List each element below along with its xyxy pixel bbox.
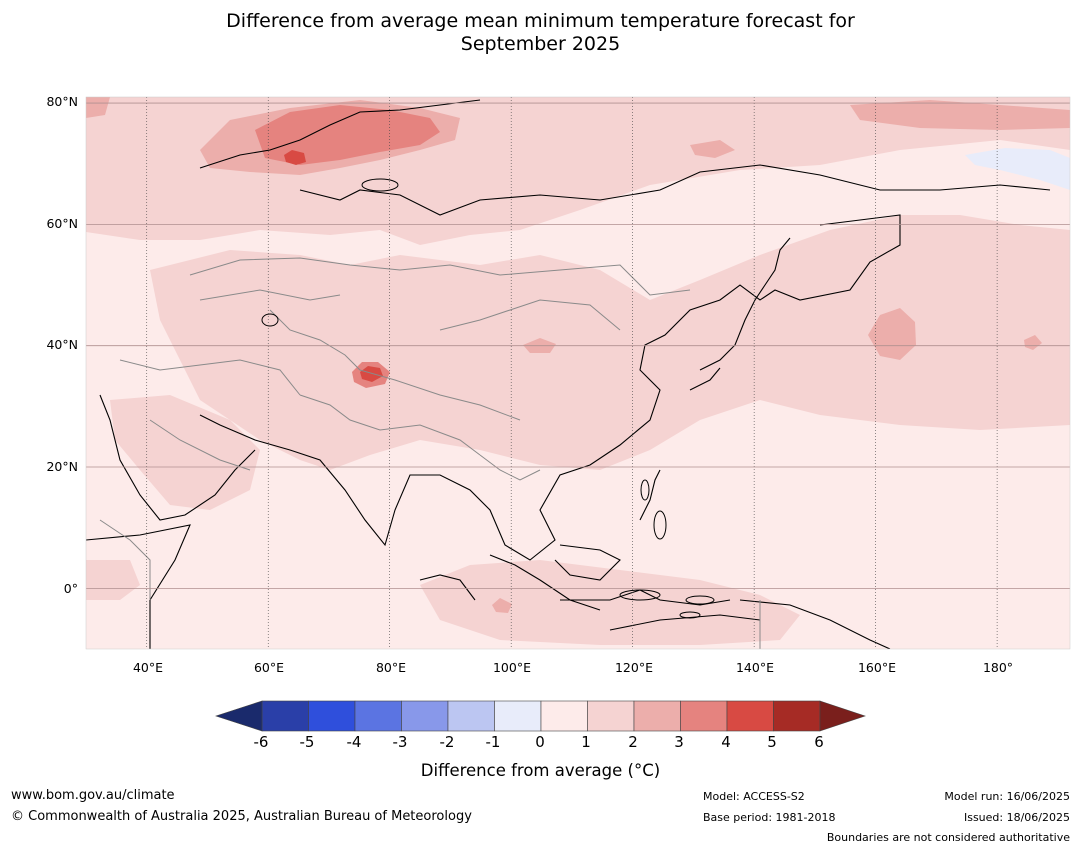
gridlines (146, 97, 998, 649)
disclaimer-text: Boundaries are not considered authoritat… (826, 831, 1070, 844)
lon-label-100e: 100°E (492, 660, 531, 675)
lat-label-40n: 40°N (46, 337, 78, 352)
anomaly-region-1-2-central (150, 215, 1070, 470)
anomaly-region-2-3-pacific (868, 308, 916, 360)
model-text: Model: ACCESS-S2 (703, 790, 805, 803)
colorbar-over-arrow (819, 700, 866, 732)
issued-text: Issued: 18/06/2025 (963, 811, 1070, 824)
colorbar-under-arrow (215, 700, 263, 732)
islands (261, 178, 715, 619)
anomaly-region-1-2-arabia (110, 395, 260, 510)
lat-label-80n: 80°N (46, 94, 78, 109)
anomaly-region-3-4-scandinavia (255, 105, 440, 165)
title-line-1: Difference from average mean minimum tem… (226, 10, 855, 32)
lat-label-20n: 20°N (46, 459, 78, 474)
colorbar-segment (540, 700, 588, 732)
colorbar-tick: -4 (346, 733, 362, 751)
colorbar-segment (726, 700, 774, 732)
title-line-2: September 2025 (460, 33, 621, 55)
colorbar-segment (633, 700, 681, 732)
anomaly-region-2-3-indian-ocean (492, 598, 512, 613)
anomaly-region-1-2-indian-ocean (420, 560, 800, 645)
website-text: www.bom.gov.au/climate (11, 788, 175, 803)
colorbar-segment (354, 700, 402, 732)
lat-label-0: 0° (63, 581, 78, 596)
colorbar-segment (773, 700, 821, 732)
anomaly-region-4-5-tibet (360, 366, 383, 382)
colorbar-segment (308, 700, 356, 732)
lon-label-180: 180° (982, 660, 1014, 675)
lon-label-80e: 80°E (375, 660, 407, 675)
colorbar-segment (494, 700, 542, 732)
model-run-text: Model run: 16/06/2025 (944, 790, 1070, 803)
colorbar-title: Difference from average (°C) (420, 761, 661, 780)
colorbar-tick: 5 (767, 733, 777, 751)
map-title: Difference from average mean minimum tem… (0, 10, 1081, 56)
map-frame (85, 96, 1071, 650)
colorbar-tick: 3 (674, 733, 684, 751)
colorbar-tick: -6 (253, 733, 269, 751)
colorbar-segment (447, 700, 495, 732)
lon-label-120e: 120°E (614, 660, 653, 675)
lon-label-160e: 160°E (857, 660, 896, 675)
lon-label-140e: 140°E (735, 660, 774, 675)
lat-label-60n: 60°N (46, 216, 78, 231)
lon-label-60e: 60°E (253, 660, 285, 675)
lon-label-40e: 40°E (132, 660, 164, 675)
anomaly-region-1-2-africa (86, 560, 140, 600)
base-period-text: Base period: 1981-2018 (703, 811, 836, 824)
colorbar-tick: 1 (581, 733, 591, 751)
colorbar-tick: 6 (814, 733, 824, 751)
colorbar-segment (587, 700, 635, 732)
anomaly-region-0-minus1-arctic (965, 148, 1070, 190)
country-boundaries (99, 257, 761, 649)
anomaly-region-2-3-east-siberia (690, 140, 735, 158)
copyright-text: © Commonwealth of Australia 2025, Austra… (11, 809, 472, 824)
colorbar-tick: -2 (439, 733, 455, 751)
anomaly-region-2-3-arctic-west (86, 97, 110, 118)
colorbar-segment (680, 700, 728, 732)
latitude-lines (86, 102, 1070, 589)
colorbar-tick: 4 (721, 733, 731, 751)
forecast-map (85, 96, 1071, 650)
colorbar-tick: -1 (485, 733, 501, 751)
colorbar-tick: 0 (535, 733, 545, 751)
anomaly-region-2-3-arctic-east (850, 100, 1070, 130)
anomaly-region-4-5-scandinavia (284, 150, 306, 165)
anomaly-region-2-3-pacific-small (1024, 335, 1042, 350)
colorbar-tick: -3 (392, 733, 408, 751)
colorbar-tick: -5 (299, 733, 315, 751)
colorbar-tick: 2 (628, 733, 638, 751)
colorbar-segment (401, 700, 449, 732)
colorbar-segment (261, 700, 309, 732)
